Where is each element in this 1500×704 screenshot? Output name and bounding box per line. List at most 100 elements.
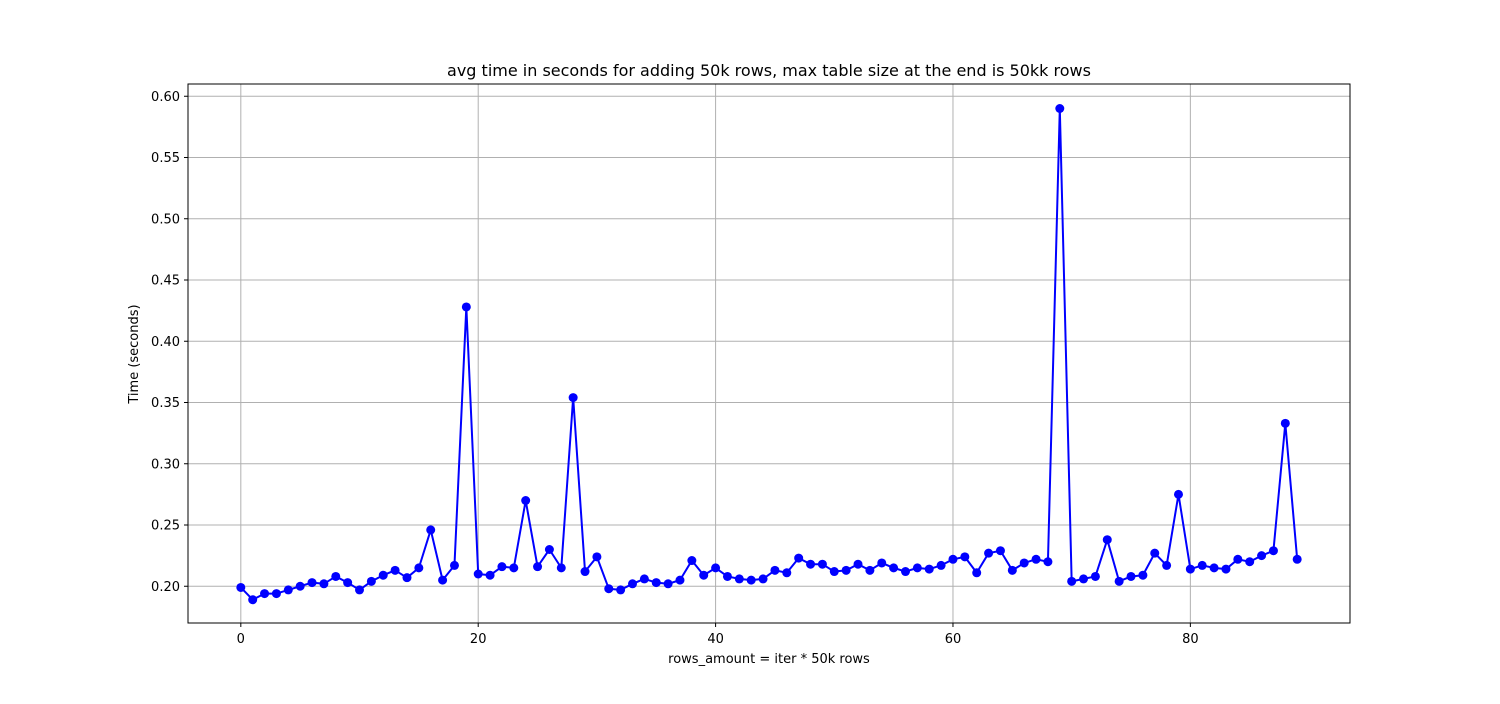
data-point — [1114, 576, 1124, 586]
y-tick-label: 0.50 — [151, 212, 180, 227]
data-point — [509, 563, 519, 573]
data-point — [485, 570, 495, 580]
data-point — [758, 574, 768, 584]
data-point — [461, 302, 471, 312]
data-point — [521, 496, 531, 505]
data-point — [972, 568, 982, 578]
data-point — [556, 563, 566, 573]
data-point — [806, 559, 816, 569]
plot-frame — [187, 83, 1351, 624]
y-tick-label: 0.35 — [151, 396, 180, 411]
data-point — [984, 548, 994, 558]
data-point — [722, 571, 732, 581]
data-point — [1185, 564, 1195, 574]
data-point — [782, 568, 792, 578]
y-tick-label: 0.45 — [151, 274, 180, 289]
data-point — [426, 525, 436, 535]
y-tick-label: 0.25 — [151, 519, 180, 534]
grid — [188, 84, 1350, 623]
data-point — [1257, 551, 1267, 561]
data-point — [1079, 574, 1089, 584]
data-point — [699, 570, 709, 580]
data-point — [1173, 489, 1183, 499]
data-point — [639, 574, 649, 584]
y-tick-label: 0.40 — [151, 335, 180, 350]
data-point — [449, 560, 459, 570]
data-point — [1197, 560, 1207, 570]
data-point — [248, 595, 258, 605]
data-point — [687, 556, 697, 566]
data-point — [853, 559, 863, 569]
data-point — [924, 564, 934, 574]
data-point — [734, 574, 744, 584]
x-tick-label: 60 — [945, 632, 962, 647]
data-point — [378, 570, 388, 580]
data-point — [1162, 560, 1172, 570]
data-point — [960, 552, 970, 562]
x-tick-label: 0 — [237, 632, 245, 647]
data-point — [889, 563, 899, 573]
y-axis-ticks: 0.20 0.25 0.30 0.35 0.40 0.45 0.50 0.55 0.60 — [151, 90, 188, 595]
data-point — [604, 584, 614, 594]
data-point — [948, 554, 958, 564]
chart-title: avg time in seconds for adding 50k rows,… — [447, 61, 1091, 80]
data-point — [1268, 546, 1278, 556]
data-point — [343, 578, 353, 588]
data-point — [402, 573, 412, 583]
data-point — [366, 576, 376, 586]
data-point — [865, 565, 875, 575]
data-point — [1209, 563, 1219, 573]
data-point — [995, 546, 1005, 556]
data-point — [307, 578, 317, 588]
data-point — [794, 553, 804, 563]
data-point — [1090, 571, 1100, 581]
data-point — [1292, 554, 1302, 564]
data-point — [260, 589, 270, 599]
data-point — [628, 579, 638, 589]
data-point — [568, 393, 578, 403]
data-point — [473, 569, 483, 579]
data-points — [236, 104, 1302, 605]
data-point — [390, 565, 400, 575]
data-point — [936, 560, 946, 570]
data-point — [438, 575, 448, 585]
data-point — [841, 565, 851, 575]
data-point — [1067, 576, 1077, 586]
data-point — [533, 562, 543, 572]
data-point — [829, 567, 839, 577]
data-point — [592, 552, 602, 562]
x-tick-label: 80 — [1182, 632, 1199, 647]
data-point — [1280, 418, 1290, 428]
data-point — [580, 567, 590, 577]
x-tick-label: 20 — [470, 632, 487, 647]
data-point — [770, 565, 780, 575]
data-point — [1043, 557, 1053, 567]
data-point — [1031, 554, 1041, 564]
data-point — [283, 585, 293, 595]
x-axis-ticks: 0 20 40 60 80 — [237, 623, 1199, 647]
data-point — [1102, 535, 1112, 545]
data-point — [746, 575, 756, 585]
data-point — [355, 585, 365, 595]
y-tick-label: 0.20 — [151, 580, 180, 595]
y-axis-label: Time (seconds) — [127, 304, 142, 404]
data-point — [1150, 548, 1160, 558]
data-point — [1233, 554, 1243, 564]
data-point — [331, 571, 341, 581]
data-point — [236, 582, 246, 592]
data-point — [1019, 558, 1029, 568]
data-point — [1007, 565, 1017, 575]
data-point — [319, 579, 329, 589]
data-point — [271, 589, 281, 599]
data-point — [651, 578, 661, 588]
x-tick-label: 40 — [707, 632, 724, 647]
data-point — [544, 545, 554, 554]
data-point — [1138, 570, 1148, 580]
data-point — [1126, 571, 1136, 581]
data-point — [711, 563, 721, 573]
y-tick-label: 0.30 — [151, 457, 180, 472]
data-point — [675, 575, 685, 585]
